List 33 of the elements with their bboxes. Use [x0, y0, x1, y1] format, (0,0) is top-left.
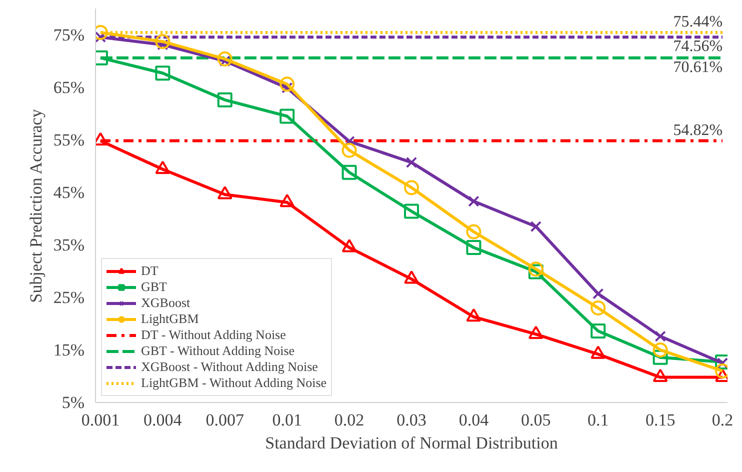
annotation: 74.56% — [673, 38, 723, 56]
y-tick-label: 5% — [62, 393, 85, 412]
legend-label: DT — [141, 263, 160, 279]
x-tick-label: 0.04 — [458, 410, 490, 430]
y-axis-title: Subject Prediction Accuracy — [26, 108, 46, 303]
y-tick-label: 75% — [53, 25, 85, 44]
legend-label: GBT — [141, 279, 167, 295]
x-tick-label: 0.03 — [396, 410, 426, 430]
legend-label: DT - Without Adding Noise — [141, 327, 286, 343]
y-tick-label: 65% — [53, 78, 85, 97]
y-tick-label: 55% — [53, 130, 85, 150]
x-tick-label: 0.001 — [81, 410, 120, 430]
x-tick-label: 0.02 — [334, 410, 364, 430]
y-tick-label: 35% — [53, 235, 85, 254]
legend-label: LightGBM — [141, 311, 199, 327]
x-axis-title: Standard Deviation of Normal Distribution — [265, 434, 558, 452]
legend-label: GBT - Without Adding Noise — [141, 343, 295, 359]
x-tick-label: 0.05 — [521, 410, 551, 430]
annotation: 54.82% — [673, 122, 723, 139]
legend-label: XGBoost - Without Adding Noise — [141, 359, 318, 375]
legend-label: LightGBM - Without Adding Noise — [141, 375, 327, 391]
legend-label: XGBoost — [141, 295, 190, 311]
x-tick-label: 0.007 — [206, 410, 245, 430]
annotation: 75.44% — [673, 13, 723, 30]
y-tick-label: 15% — [53, 340, 85, 360]
y-tick-label: 45% — [53, 182, 85, 202]
x-tick-label: 0.01 — [272, 410, 302, 430]
annotation: 70.61% — [673, 58, 723, 76]
x-tick-label: 0.1 — [587, 410, 609, 430]
y-tick-label: 25% — [53, 288, 85, 307]
x-tick-label: 0.15 — [645, 410, 676, 430]
x-tick-label: 0.004 — [144, 410, 182, 430]
x-tick-label: 0.2 — [712, 410, 734, 430]
